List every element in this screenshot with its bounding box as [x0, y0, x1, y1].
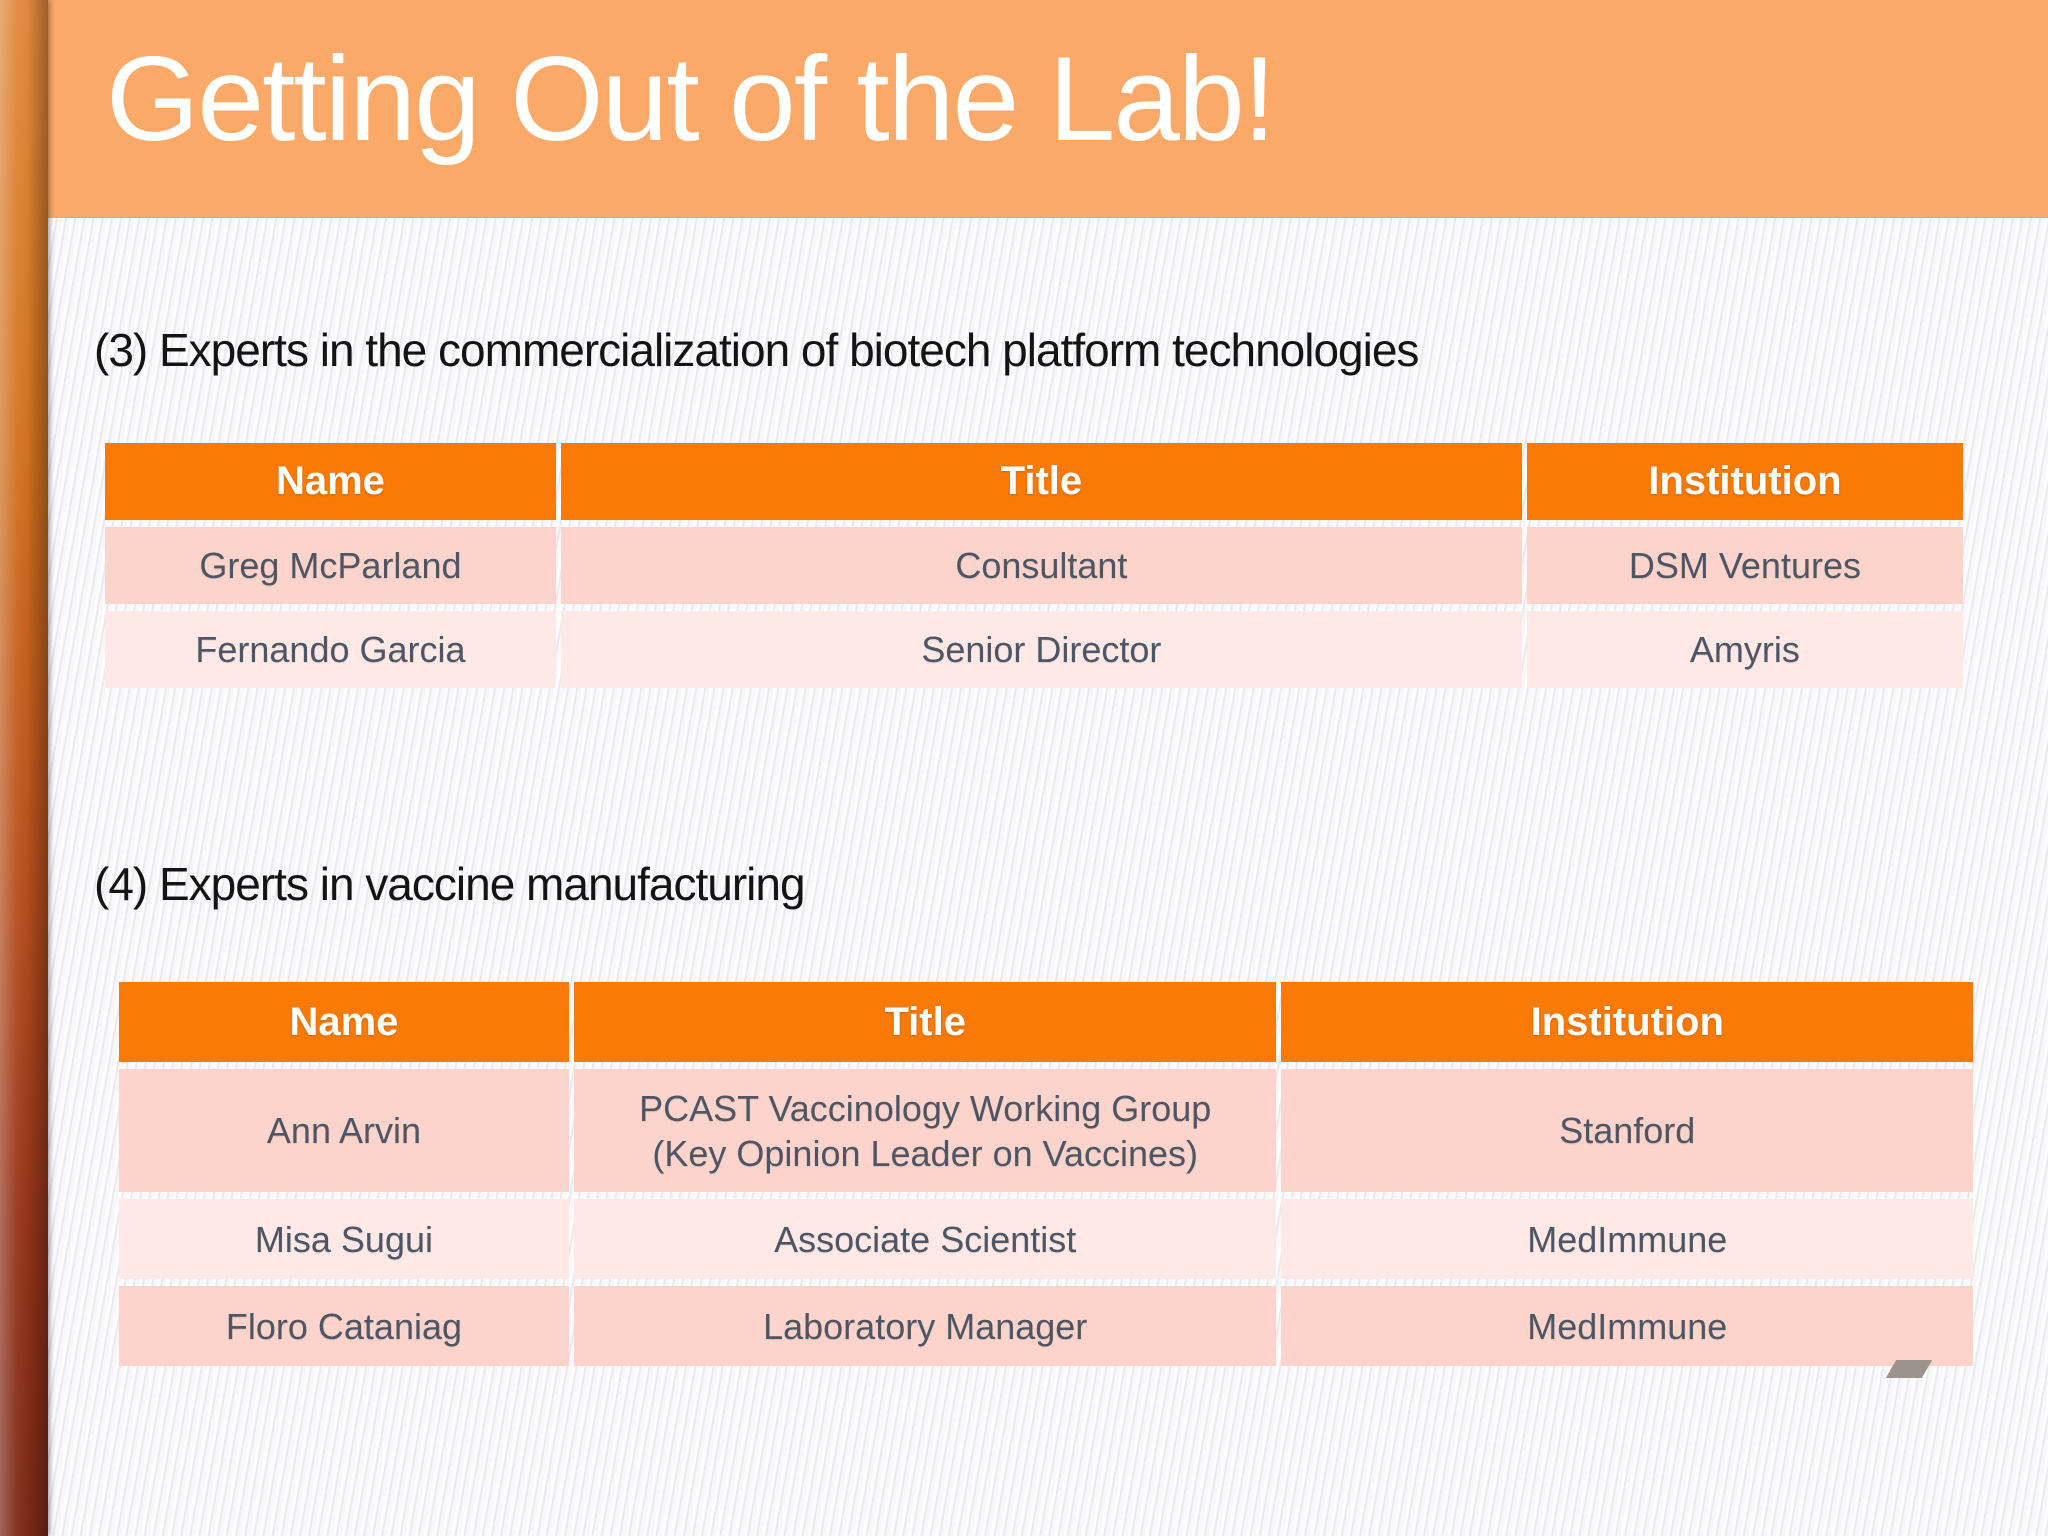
table-row: Ann Arvin PCAST Vaccinology Working Group… — [119, 1069, 1973, 1192]
table-cell: PCAST Vaccinology Working Group (Key Opi… — [573, 1069, 1277, 1192]
column-header-institution: Institution — [1526, 443, 1963, 520]
table-cell: Consultant — [560, 527, 1522, 604]
table-cell: Associate Scientist — [573, 1199, 1277, 1279]
table-row: Fernando Garcia Senior Director Amyris — [105, 611, 1963, 688]
left-gradient-strip — [0, 0, 48, 1536]
table-cell: Misa Sugui — [119, 1199, 569, 1279]
table-row: Greg McParland Consultant DSM Ventures — [105, 527, 1963, 604]
table-cell: Laboratory Manager — [573, 1286, 1277, 1366]
section-heading-vaccine: (4) Experts in vaccine manufacturing — [94, 858, 806, 910]
table-row: Misa Sugui Associate Scientist MedImmune — [119, 1199, 1973, 1279]
slide-title: Getting Out of the Lab! — [106, 32, 1276, 166]
column-header-name: Name — [119, 982, 569, 1062]
table-header-row: Name Title Institution — [119, 982, 1973, 1062]
table-cell: DSM Ventures — [1526, 527, 1963, 604]
table-header-row: Name Title Institution — [105, 443, 1963, 520]
column-header-title: Title — [573, 982, 1277, 1062]
section-heading-biotech: (3) Experts in the commercialization of … — [94, 324, 1419, 376]
column-header-name: Name — [105, 443, 556, 520]
table-cell: Amyris — [1526, 611, 1963, 688]
table-cell: MedImmune — [1281, 1286, 1973, 1366]
table-cell: Ann Arvin — [119, 1069, 569, 1192]
table-cell: Senior Director — [560, 611, 1522, 688]
experts-table-biotech: Name Title Institution Greg McParland Consu… — [100, 436, 1968, 695]
table-cell: Fernando Garcia — [105, 611, 556, 688]
table-cell: MedImmune — [1281, 1199, 1973, 1279]
title-banner: Getting Out of the Lab! — [48, 0, 2048, 218]
experts-table-vaccine: Name Title Institution Ann Arvin PCAST Vacc… — [114, 975, 1978, 1373]
table-row: Floro Cataniag Laboratory Manager MedImmun… — [119, 1286, 1973, 1366]
column-header-institution: Institution — [1281, 982, 1973, 1062]
table-cell: Floro Cataniag — [119, 1286, 569, 1366]
table-cell: Stanford — [1281, 1069, 1973, 1192]
column-header-title: Title — [560, 443, 1522, 520]
table-cell: Greg McParland — [105, 527, 556, 604]
